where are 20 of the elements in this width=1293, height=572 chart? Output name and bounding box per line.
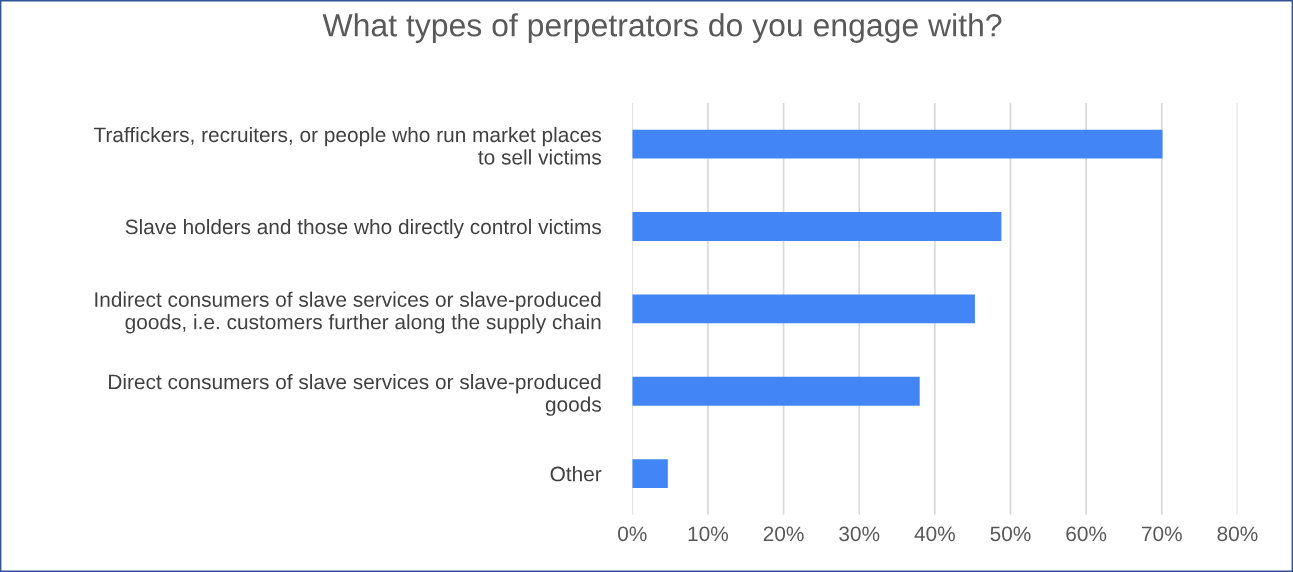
bar bbox=[632, 294, 975, 324]
y-tick-label: Other bbox=[550, 466, 602, 482]
x-tick-label: 20% bbox=[763, 526, 804, 542]
x-tick-label: 70% bbox=[1141, 526, 1182, 542]
y-tick-label: Indirect consumers of slave services or slave-produced goods, i.e. customers further along the supply chain bbox=[95, 291, 601, 334]
bar bbox=[632, 376, 920, 406]
bar bbox=[632, 459, 668, 489]
bar bbox=[632, 212, 1002, 241]
x-tick-label: 40% bbox=[914, 526, 955, 542]
bar bbox=[632, 129, 1163, 159]
chart-title: What types of perpetrators do you engage with? bbox=[322, 13, 1002, 43]
y-tick-label: Direct consumers of slave services or slave-produced goods bbox=[109, 373, 601, 416]
y-tick-label: Slave holders and those who directly control victims bbox=[125, 218, 601, 239]
x-tick-label: 80% bbox=[1217, 526, 1258, 542]
x-tick-label: 50% bbox=[990, 526, 1031, 542]
x-tick-label: 0% bbox=[618, 526, 647, 542]
x-tick-label: 60% bbox=[1066, 526, 1107, 542]
y-tick-label: Traffickers, recruiters, or people who run market places to sell victims bbox=[93, 126, 602, 165]
x-tick-label: 10% bbox=[688, 526, 729, 542]
x-tick-label: 30% bbox=[839, 526, 880, 542]
